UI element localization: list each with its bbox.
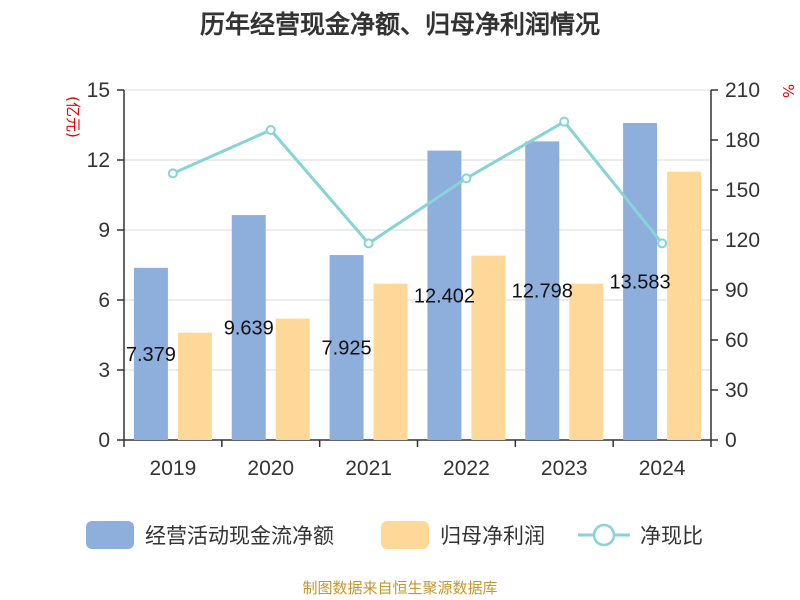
x-tick-label: 2020 <box>247 457 294 480</box>
bar-net-profit <box>373 283 408 440</box>
bar-net-profit <box>471 255 506 440</box>
x-tick-label: 2021 <box>345 457 392 480</box>
x-tick-label: 2023 <box>541 457 588 480</box>
bar-cash-flow <box>525 141 560 440</box>
left-tick-label: 12 <box>87 149 110 172</box>
data-label-cash-flow: 12.402 <box>414 285 475 307</box>
data-label-cash-flow: 12.798 <box>512 281 573 303</box>
legend-swatch-cash-flow <box>86 521 134 549</box>
data-label-cash-flow: 9.639 <box>224 318 274 340</box>
bar-cash-flow <box>623 123 658 441</box>
data-label-cash-flow: 7.925 <box>322 338 372 360</box>
grid-lines <box>124 89 711 371</box>
legend-label-cash-ratio: 净现比 <box>640 524 703 548</box>
line-point-cash-ratio <box>559 116 570 127</box>
bars <box>133 123 702 441</box>
left-tick-label: 0 <box>98 429 110 452</box>
right-tick-label: 90 <box>725 279 748 302</box>
right-tick-label: 150 <box>725 179 760 202</box>
left-tick-label: 3 <box>98 359 110 382</box>
line-cash-ratio <box>172 119 664 246</box>
line-point-cash-ratio <box>167 168 178 179</box>
source-note: 制图数据来自恒生聚源数据库 <box>302 579 497 597</box>
left-tick-label: 6 <box>98 289 110 312</box>
bar-net-profit <box>177 332 212 440</box>
bar-cash-flow <box>133 267 168 440</box>
x-tick-label: 2022 <box>443 457 490 480</box>
bar-net-profit <box>667 171 702 440</box>
x-tick-label: 2019 <box>150 457 197 480</box>
bar-net-profit <box>569 283 604 440</box>
right-tick-label: 30 <box>725 379 748 402</box>
left-tick-label: 9 <box>98 219 110 242</box>
x-tick-label: 2024 <box>639 457 686 480</box>
data-labels: 7.379 9.639 7.925 12.402 12.798 13.583 <box>126 272 671 366</box>
line-series <box>167 116 668 249</box>
right-tick-label: 60 <box>725 329 748 352</box>
line-point-cash-ratio <box>657 238 668 249</box>
legend: 经营活动现金流净额 归母净利润 净现比 <box>86 521 703 549</box>
right-tick-label: 120 <box>725 229 760 252</box>
bar-cash-flow <box>329 255 364 440</box>
legend-label-net-profit: 归母净利润 <box>440 524 545 548</box>
left-tick-label: 15 <box>87 79 110 102</box>
right-tick-label: 180 <box>725 129 760 152</box>
left-axis-label: (亿元) <box>64 96 82 138</box>
bar-net-profit <box>275 318 310 440</box>
right-tick-label: 0 <box>725 429 737 452</box>
right-axis-label: % <box>779 84 797 98</box>
chart-title: 历年经营现金净额、归母净利润情况 <box>200 10 600 39</box>
line-point-cash-ratio <box>265 125 276 135</box>
right-tick-label: 210 <box>725 79 760 102</box>
line-point-cash-ratio <box>363 238 374 249</box>
line-point-cash-ratio <box>461 173 472 184</box>
legend-swatch-net-profit <box>381 521 429 549</box>
data-label-cash-flow: 13.583 <box>609 272 670 294</box>
bar-cash-flow <box>231 215 266 440</box>
legend-marker-cash-ratio <box>592 523 616 547</box>
data-label-cash-flow: 7.379 <box>126 344 176 366</box>
legend-label-cash-flow: 经营活动现金流净额 <box>145 524 334 548</box>
